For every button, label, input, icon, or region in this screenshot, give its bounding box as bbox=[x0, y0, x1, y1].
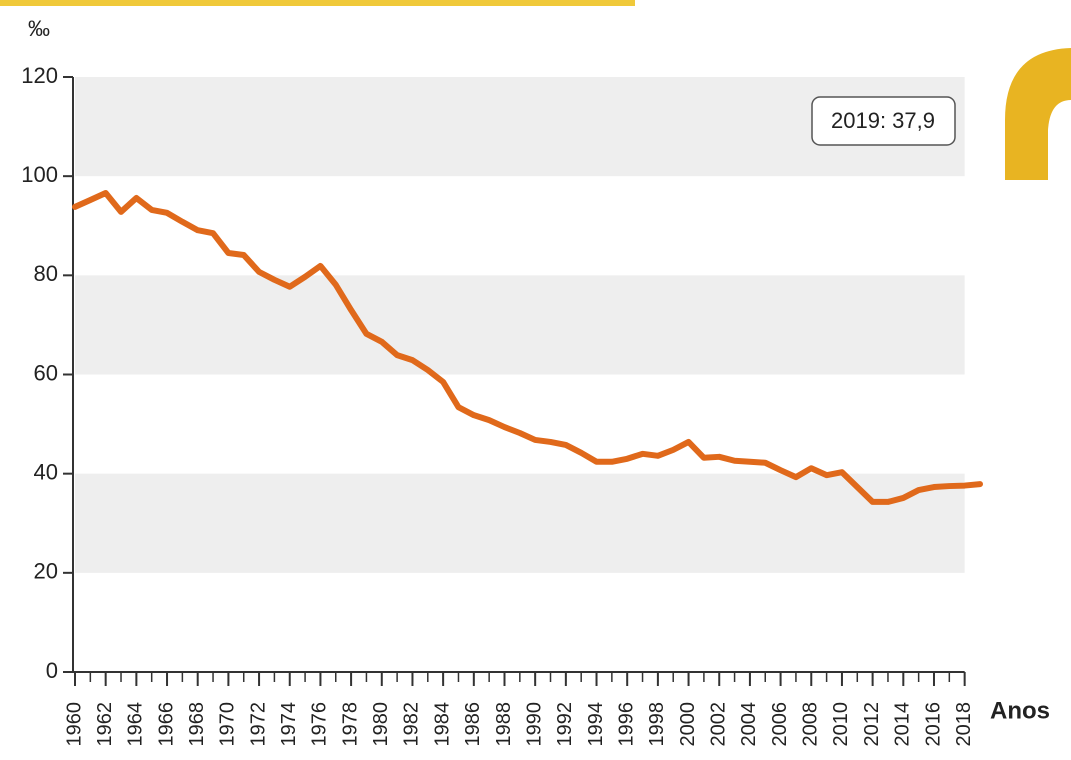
plot: 0 20 40 60 80 100 120 1960 1962 1964 1966 1968 1970 1… bbox=[21, 63, 983, 747]
x-tick-label: 1974 bbox=[278, 702, 300, 747]
x-tick-label: 2014 bbox=[892, 702, 914, 747]
x-tick-label: 1994 bbox=[585, 702, 607, 747]
y-tick-label: 60 bbox=[34, 360, 58, 385]
logo-shape bbox=[1005, 48, 1071, 180]
x-axis-label: Anos bbox=[990, 697, 1050, 724]
grid-band bbox=[75, 473, 965, 573]
x-tick-label: 2018 bbox=[953, 702, 975, 747]
x-tick-label: 2004 bbox=[738, 702, 760, 747]
x-tick-label: 1970 bbox=[217, 702, 239, 747]
x-tick-label: 1964 bbox=[125, 702, 147, 747]
x-tick-label: 1986 bbox=[462, 702, 484, 747]
x-tick-label: 1988 bbox=[493, 702, 515, 747]
x-tick-label: 2016 bbox=[922, 702, 944, 747]
x-tick-label: 1962 bbox=[94, 702, 116, 747]
x-tick-label: 1972 bbox=[247, 702, 269, 747]
y-tick-label: 40 bbox=[34, 459, 58, 484]
data-line bbox=[72, 190, 983, 505]
top-bar bbox=[0, 0, 635, 6]
y-tick-label: 120 bbox=[21, 63, 58, 88]
x-tick-label: 1976 bbox=[309, 702, 331, 747]
x-tick-label: 2012 bbox=[861, 702, 883, 747]
y-tick-label: 80 bbox=[34, 261, 58, 286]
x-tick-label: 1960 bbox=[63, 702, 85, 747]
y-tick-label: 100 bbox=[21, 162, 58, 187]
y-tick-label: 20 bbox=[34, 559, 58, 584]
x-tick-label: 1968 bbox=[186, 702, 208, 747]
annotation: 2019: 37,9 bbox=[831, 108, 935, 133]
grid-band bbox=[75, 275, 965, 375]
x-tick-label: 1998 bbox=[646, 702, 668, 747]
x-tick-label: 1980 bbox=[370, 702, 392, 747]
x-tick-label: 1990 bbox=[523, 702, 545, 747]
x-tick-label: 1992 bbox=[554, 702, 576, 747]
x-tick-label: 2002 bbox=[708, 702, 730, 747]
x-tick-label: 1984 bbox=[431, 702, 453, 747]
x-tick-label: 1996 bbox=[615, 702, 637, 747]
x-tick-label: 1982 bbox=[401, 702, 423, 747]
x-tick-label: 2006 bbox=[769, 702, 791, 747]
x-tick-label: 1978 bbox=[339, 702, 361, 747]
x-tick-label: 2008 bbox=[800, 702, 822, 747]
x-tick-label: 2000 bbox=[677, 702, 699, 747]
x-tick-label: 2010 bbox=[830, 702, 852, 747]
x-tick-label: 1966 bbox=[155, 702, 177, 747]
y-tick-label: 0 bbox=[46, 658, 58, 683]
annotation-box bbox=[811, 96, 956, 146]
y-axis-label: ‰ bbox=[28, 16, 50, 41]
